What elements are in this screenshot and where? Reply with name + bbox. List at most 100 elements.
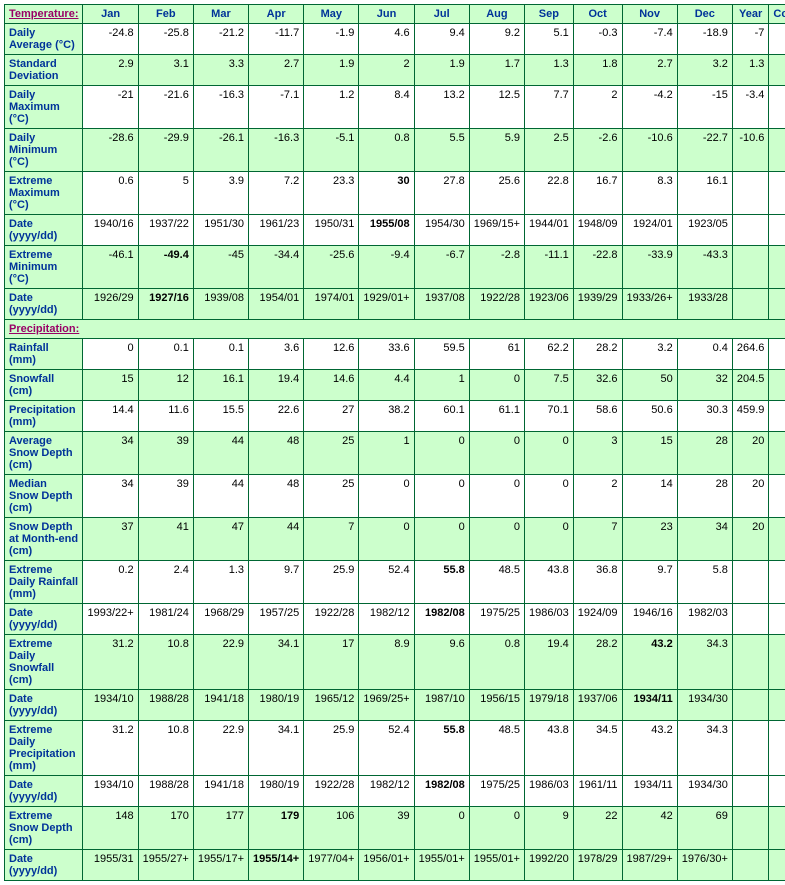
value-cell: 1.2 [304,86,359,129]
value-cell: 1933/26+ [622,289,677,320]
value-cell: -3.4 [732,86,769,129]
value-cell: 0 [414,518,469,561]
data-row: Extreme Maximum (°C)0.653.97.223.33027.8… [5,172,785,215]
value-cell [732,604,769,635]
value-cell: 34 [83,432,138,475]
value-cell: 148 [83,807,138,850]
value-cell: -21.6 [138,86,193,129]
value-cell: 13.2 [414,86,469,129]
value-cell: 1955/01+ [469,850,524,881]
value-cell: 70.1 [524,401,573,432]
value-cell: 1937/06 [573,690,622,721]
value-cell: -7.4 [622,24,677,55]
value-cell [732,289,769,320]
value-cell: 48 [249,432,304,475]
value-cell: 1922/28 [469,289,524,320]
value-cell: 0.4 [677,339,732,370]
data-row: Rainfall (mm)00.10.13.612.633.659.56162.… [5,339,785,370]
value-cell: -10.6 [732,129,769,172]
value-cell: 31.2 [83,721,138,776]
col-header: Year [732,5,769,24]
value-cell: 1937/22 [138,215,193,246]
value-cell: 1939/08 [193,289,248,320]
value-cell: 5.9 [469,129,524,172]
data-row: Extreme Minimum (°C)-46.1-49.4-45-34.4-2… [5,246,785,289]
value-cell: 1981/24 [138,604,193,635]
value-cell: 1988/28 [138,690,193,721]
data-row: Daily Average (°C)-24.8-25.8-21.2-11.7-1… [5,24,785,55]
value-cell: -21 [83,86,138,129]
value-cell: -1.9 [304,24,359,55]
value-cell: 4.6 [359,24,414,55]
value-cell: 55.8 [414,721,469,776]
data-row: Extreme Daily Snowfall (cm)31.210.822.93… [5,635,785,690]
value-cell: 0.6 [83,172,138,215]
value-cell: 1941/18 [193,690,248,721]
section-header-temperature: Temperature: [5,5,83,24]
value-cell: 14.4 [83,401,138,432]
value-cell [732,172,769,215]
value-cell: 1927/16 [138,289,193,320]
code-cell [769,690,785,721]
value-cell: 16.1 [193,370,248,401]
value-cell: 25 [304,432,359,475]
value-cell: 44 [249,518,304,561]
value-cell: 32 [677,370,732,401]
row-label: Date (yyyy/dd) [5,776,83,807]
value-cell: 34.3 [677,721,732,776]
value-cell: 7.5 [524,370,573,401]
value-cell: 3.6 [249,339,304,370]
value-cell: 1955/27+ [138,850,193,881]
value-cell: 1982/08 [414,776,469,807]
climate-data-table: Temperature: JanFebMarAprMayJunJulAugSep… [4,4,785,881]
code-cell [769,215,785,246]
value-cell: 1988/28 [138,776,193,807]
value-cell: 1941/18 [193,776,248,807]
value-cell: -5.1 [304,129,359,172]
value-cell: -26.1 [193,129,248,172]
value-cell: 23.3 [304,172,359,215]
data-row: Median Snow Depth (cm)343944482500002142… [5,475,785,518]
value-cell: 1987/10 [414,690,469,721]
value-cell: -43.3 [677,246,732,289]
row-label: Rainfall (mm) [5,339,83,370]
value-cell: 1969/15+ [469,215,524,246]
value-cell: 5.8 [677,561,732,604]
value-cell: 3.3 [193,55,248,86]
value-cell: -10.6 [622,129,677,172]
value-cell: 44 [193,432,248,475]
data-row: Date (yyyy/dd)1993/22+1981/241968/291957… [5,604,785,635]
value-cell: 44 [193,475,248,518]
data-row: Precipitation (mm)14.411.615.522.62738.2… [5,401,785,432]
row-label: Standard Deviation [5,55,83,86]
value-cell: -4.2 [622,86,677,129]
row-label: Snow Depth at Month-end (cm) [5,518,83,561]
row-label: Date (yyyy/dd) [5,690,83,721]
value-cell: 39 [359,807,414,850]
value-cell: 25.6 [469,172,524,215]
code-cell [769,289,785,320]
value-cell: 170 [138,807,193,850]
value-cell: 0 [524,475,573,518]
row-label: Extreme Minimum (°C) [5,246,83,289]
value-cell [732,246,769,289]
value-cell: 38.2 [359,401,414,432]
value-cell: 25.9 [304,561,359,604]
value-cell [732,690,769,721]
row-label: Extreme Snow Depth (cm) [5,807,83,850]
col-header: Jun [359,5,414,24]
value-cell: 3.9 [193,172,248,215]
value-cell: 0 [83,339,138,370]
code-cell [769,807,785,850]
row-label: Extreme Maximum (°C) [5,172,83,215]
value-cell: -16.3 [249,129,304,172]
value-cell: 1922/28 [304,604,359,635]
col-header: Oct [573,5,622,24]
value-cell: 1.7 [469,55,524,86]
row-label: Date (yyyy/dd) [5,604,83,635]
value-cell: 1934/30 [677,776,732,807]
value-cell: 1.3 [524,55,573,86]
section-label: Precipitation: [5,320,785,339]
value-cell: 7 [573,518,622,561]
value-cell: -7.1 [249,86,304,129]
